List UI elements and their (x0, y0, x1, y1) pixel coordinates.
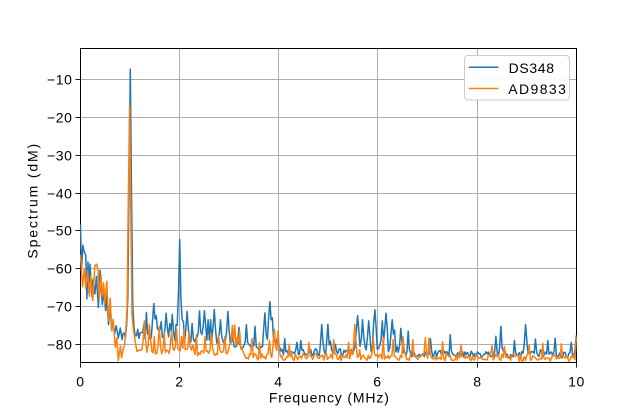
svg-text:−50: −50 (47, 223, 73, 239)
svg-text:−20: −20 (47, 110, 73, 126)
svg-text:8: 8 (473, 373, 481, 389)
svg-text:Frequency (MHz): Frequency (MHz) (269, 390, 390, 406)
svg-text:2: 2 (175, 373, 183, 389)
svg-text:4: 4 (274, 373, 282, 389)
svg-text:Spectrum (dM): Spectrum (dM) (25, 142, 41, 259)
svg-text:AD9833: AD9833 (508, 81, 567, 97)
svg-text:−40: −40 (47, 186, 73, 202)
svg-text:−60: −60 (47, 261, 73, 277)
svg-text:−10: −10 (47, 72, 73, 88)
svg-text:6: 6 (373, 373, 381, 389)
svg-text:−30: −30 (47, 148, 73, 164)
svg-text:0: 0 (76, 373, 84, 389)
svg-text:DS348: DS348 (509, 60, 555, 76)
svg-text:10: 10 (568, 373, 585, 389)
svg-text:−80: −80 (47, 337, 73, 353)
svg-text:−70: −70 (47, 299, 73, 315)
